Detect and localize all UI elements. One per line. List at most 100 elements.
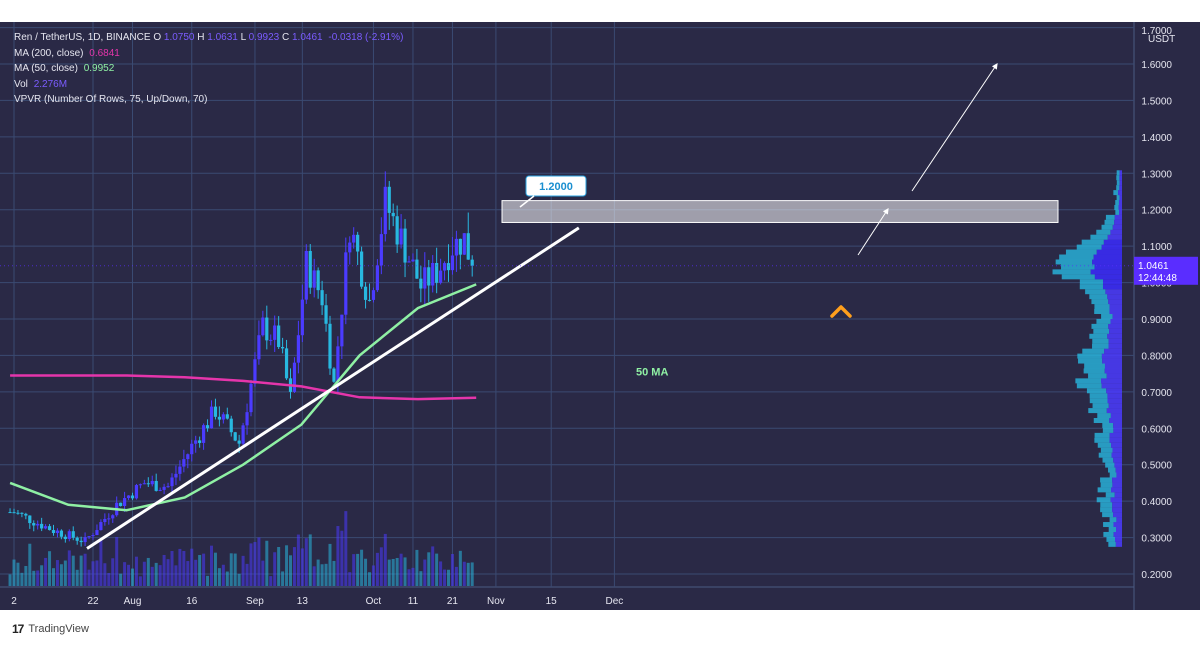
price-tick-label: 0.4000 (1141, 497, 1172, 508)
indicator-row-ma200[interactable]: MA (200, close) 0.6841 (14, 46, 403, 62)
candle-body (91, 535, 95, 537)
volume-bar (111, 558, 115, 586)
vpvr-bar-up (1110, 413, 1122, 419)
volume-bar (336, 526, 340, 586)
vpvr-bar-down (1096, 497, 1111, 503)
candle-body (407, 261, 411, 263)
time-tick-label: 21 (447, 596, 459, 607)
symbol-row: Ren / TetherUS, 1D, BINANCE O 1.0750 H 1… (14, 30, 403, 46)
volume-bar (44, 557, 48, 586)
price-tick-label: 0.8000 (1141, 351, 1172, 362)
candle-body (253, 359, 257, 384)
volume-bar (59, 564, 63, 586)
candle-body (423, 267, 427, 289)
volume-bar (162, 554, 166, 586)
volume-bar (296, 534, 300, 586)
volume-bar (415, 549, 419, 586)
volume-bar (99, 540, 103, 586)
vpvr-bar-up (1112, 447, 1122, 453)
volume-bar (371, 565, 375, 586)
volume-bar (391, 558, 395, 586)
volume-bar (360, 549, 364, 586)
indicator-value: 2.276M (33, 78, 68, 90)
candle-body (442, 263, 447, 271)
candle-body (454, 238, 458, 256)
candle-body (284, 348, 289, 379)
volume-bar (356, 553, 360, 586)
vpvr-bar-down (1108, 541, 1116, 547)
volume-bar (340, 530, 344, 586)
candle-body (225, 414, 229, 419)
volume-bar (411, 567, 415, 586)
volume-bar (308, 534, 312, 586)
time-tick-label: Nov (487, 596, 505, 607)
volume-bar (383, 533, 387, 586)
vpvr-bar-down (1061, 274, 1095, 280)
vpvr-bar-up (1106, 373, 1122, 379)
volume-bar (154, 562, 158, 586)
moving-averages (9, 283, 477, 512)
candle-body (213, 406, 218, 417)
candle-body (16, 512, 20, 514)
vpvr-bar-down (1089, 294, 1108, 300)
price-axis-panel[interactable] (1134, 22, 1200, 610)
vpvr-bar-up (1119, 180, 1122, 186)
vpvr-bar-down (1088, 373, 1107, 379)
volume-bar (71, 555, 75, 586)
candle-body (150, 480, 154, 485)
volume-bar (32, 570, 36, 586)
plot-area[interactable] (0, 22, 1134, 610)
candlesticks (8, 171, 474, 547)
volume-bar (20, 572, 24, 586)
candle-body (63, 536, 67, 539)
candle-body (431, 262, 435, 286)
vpvr-bar-down (1065, 249, 1097, 255)
candle-body (79, 540, 83, 543)
vpvr-bar-up (1113, 522, 1122, 528)
volume-bar (28, 543, 32, 586)
ohlc-key-l: L (237, 32, 249, 43)
vpvr-bar-up (1102, 284, 1122, 290)
candle-body (324, 305, 328, 324)
vpvr-bar-up (1114, 219, 1122, 225)
volume-bar (52, 568, 55, 586)
price-tick-label: 1.6000 (1141, 60, 1172, 71)
volume-bar (150, 566, 154, 586)
vpvr-bar-up (1113, 427, 1122, 433)
indicator-row-ma50[interactable]: MA (50, close) 0.9952 (14, 61, 403, 77)
candle-body (387, 186, 391, 213)
vpvr-bar-down (1091, 323, 1109, 329)
indicator-label: Vol (14, 78, 28, 90)
candle-body (47, 526, 52, 531)
brand-name: TradingView (28, 623, 89, 635)
candle-body (83, 537, 87, 543)
indicator-label: MA (50, close) (14, 63, 78, 74)
symbol-title[interactable]: Ren / TetherUS, 1D, BINANCE (14, 32, 151, 43)
volume-bar (458, 550, 462, 586)
indicator-label: VPVR (Number Of Rows, 75, Up/Down, 70) (14, 94, 208, 105)
volume-bar (324, 563, 328, 586)
vpvr-bar-down (1076, 244, 1102, 250)
candle-body (356, 234, 360, 252)
candle-body (462, 233, 466, 255)
volume-bar (48, 551, 52, 586)
vpvr-bar-up (1112, 224, 1122, 230)
vpvr-bar-down (1116, 195, 1120, 201)
candle-body (470, 259, 474, 266)
indicator-row-volume[interactable]: Vol 2.276M (14, 77, 403, 93)
vpvr-bar-down (1097, 413, 1111, 419)
indicator-row-vpvr[interactable]: VPVR (Number Of Rows, 75, Up/Down, 70) (14, 92, 403, 108)
volume-bar (115, 537, 119, 586)
candle-body (265, 317, 269, 341)
volume-bar (213, 552, 217, 586)
vpvr-bar-down (1084, 363, 1105, 369)
candle-body (103, 518, 107, 523)
vpvr-bar-up (1104, 363, 1122, 369)
candle-body (360, 251, 364, 287)
volume-bar (253, 542, 257, 586)
price-tick-label: 0.2000 (1141, 570, 1172, 581)
vpvr-bar-up (1102, 358, 1122, 364)
vpvr-bar-down (1094, 309, 1110, 315)
